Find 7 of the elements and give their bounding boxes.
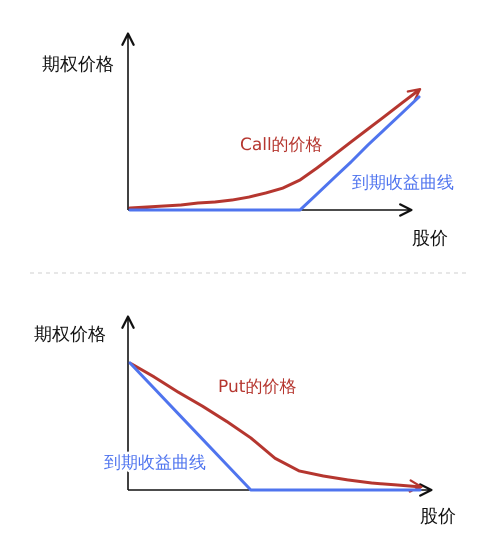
series-label: 到期收益曲线 (352, 173, 454, 193)
y-axis-title: 期权价格 (42, 54, 114, 75)
y-axis-title: 期权价格 (34, 324, 106, 345)
x-axis-title: 股价 (420, 506, 456, 527)
series-label: Call的价格 (240, 135, 323, 155)
series-label: Put的价格 (218, 377, 296, 397)
x-axis-title: 股价 (412, 228, 448, 249)
